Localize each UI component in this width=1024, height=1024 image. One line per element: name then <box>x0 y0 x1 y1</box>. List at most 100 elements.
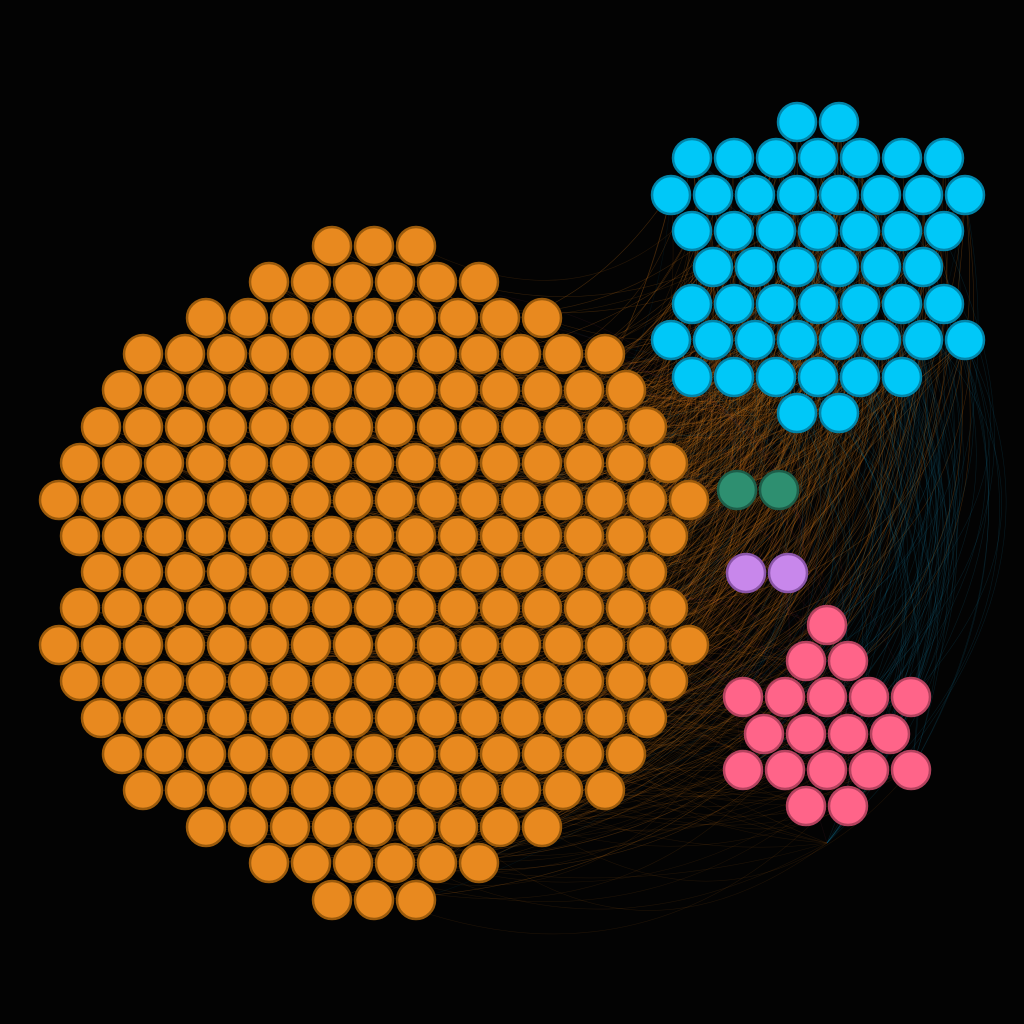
orange-node <box>626 624 668 666</box>
cyan-node <box>902 174 944 216</box>
cyan-node <box>797 137 839 179</box>
orange-node <box>227 515 269 557</box>
orange-node <box>122 406 164 448</box>
orange-node <box>122 624 164 666</box>
orange-node <box>248 406 290 448</box>
orange-node <box>206 769 248 811</box>
orange-node <box>500 769 542 811</box>
cyan-node <box>713 137 755 179</box>
orange-node <box>353 442 395 484</box>
orange-node <box>227 587 269 629</box>
orange-node <box>374 261 416 303</box>
orange-node <box>311 879 353 921</box>
orange-node <box>248 551 290 593</box>
orange-node <box>311 515 353 557</box>
cyan-node <box>818 319 860 361</box>
edge <box>604 339 882 791</box>
orange-node <box>437 297 479 339</box>
orange-node <box>80 624 122 666</box>
edge <box>847 376 942 662</box>
cyan-node <box>923 283 965 325</box>
orange-node <box>479 369 521 411</box>
orange-node <box>521 297 563 339</box>
orange-node <box>164 406 206 448</box>
orange-node <box>479 442 521 484</box>
edge <box>775 157 932 698</box>
edge <box>604 303 945 719</box>
cyan-node <box>776 392 818 434</box>
orange-node <box>395 733 437 775</box>
orange-node <box>227 733 269 775</box>
edge <box>847 339 960 735</box>
orange-node <box>185 297 227 339</box>
edge <box>625 753 786 794</box>
orange-node <box>143 369 185 411</box>
cyan-node <box>881 210 923 252</box>
orange-node <box>101 660 143 702</box>
orange-node <box>395 442 437 484</box>
pink-node <box>764 676 806 718</box>
orange-node <box>563 733 605 775</box>
orange-node <box>626 551 668 593</box>
orange-node <box>521 515 563 557</box>
orange-node <box>311 442 353 484</box>
orange-node <box>626 697 668 739</box>
orange-node <box>521 442 563 484</box>
orange-node <box>521 733 563 775</box>
orange-node <box>248 624 290 666</box>
edge <box>583 753 744 790</box>
cyan-node <box>776 246 818 288</box>
edge <box>667 462 789 574</box>
orange-node <box>542 697 584 739</box>
orange-node <box>269 369 311 411</box>
orange-node <box>437 587 479 629</box>
orange-node <box>185 733 227 775</box>
orange-node <box>248 261 290 303</box>
orange-node <box>248 842 290 884</box>
orange-node <box>38 479 80 521</box>
orange-node <box>101 442 143 484</box>
edge <box>499 303 864 683</box>
orange-node <box>185 442 227 484</box>
orange-node <box>416 261 458 303</box>
cyan-node <box>881 283 923 325</box>
edge <box>457 680 849 826</box>
orange-node <box>164 697 206 739</box>
violet-node <box>725 552 767 594</box>
orange-node <box>206 624 248 666</box>
orange-node <box>395 879 437 921</box>
orange-node <box>458 624 500 666</box>
orange-node <box>416 406 458 448</box>
orange-node <box>416 697 458 739</box>
orange-node <box>227 442 269 484</box>
orange-node <box>164 333 206 375</box>
orange-node <box>605 733 647 775</box>
edge <box>604 194 883 791</box>
edge <box>310 376 861 750</box>
edge <box>499 339 882 485</box>
cyan-node <box>755 356 797 398</box>
orange-node <box>290 406 332 448</box>
orange-node <box>542 551 584 593</box>
orange-node <box>206 406 248 448</box>
orange-node <box>143 515 185 557</box>
pink-node <box>890 676 932 718</box>
edge <box>415 412 840 762</box>
orange-node <box>584 551 626 593</box>
orange-node <box>59 587 101 629</box>
orange-node <box>374 624 416 666</box>
orange-node <box>542 406 584 448</box>
cyan-node <box>839 210 881 252</box>
pink-node <box>722 749 764 791</box>
edge <box>868 376 937 698</box>
orange-node <box>458 769 500 811</box>
cyan-node <box>671 283 713 325</box>
edge <box>352 376 903 871</box>
cyan-node <box>713 210 755 252</box>
orange-node <box>122 769 164 811</box>
orange-node <box>563 660 605 702</box>
orange-node <box>269 442 311 484</box>
edge <box>541 769 912 882</box>
orange-node <box>227 806 269 848</box>
